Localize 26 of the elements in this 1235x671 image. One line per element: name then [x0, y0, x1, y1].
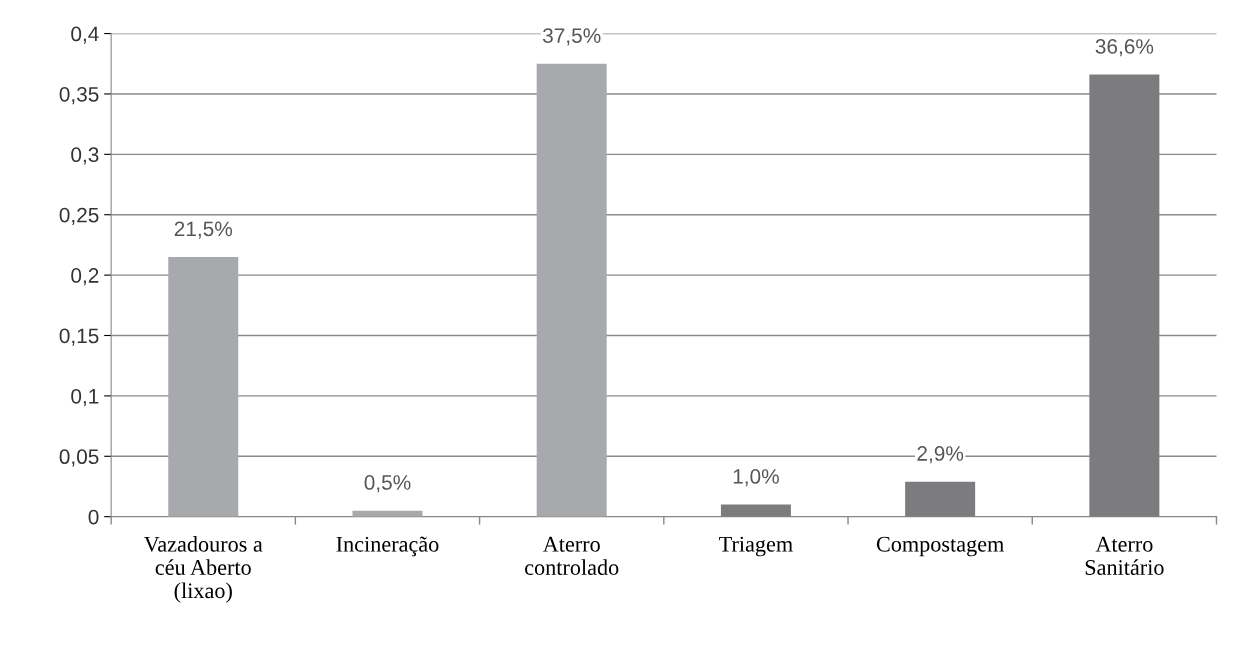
y-tick-label: 0,15 — [59, 328, 99, 346]
y-tick-label: 0,05 — [59, 449, 99, 467]
data-label: 2,9% — [917, 446, 964, 464]
x-tick-label: Compostagem — [876, 536, 1004, 557]
y-tick-label: 0,35 — [59, 86, 99, 105]
x-tick-label: Aterro Sanitário — [1085, 536, 1164, 575]
bar — [1089, 74, 1160, 517]
x-tick-label: Vazadouros a céu Aberto (lixao) — [143, 536, 263, 603]
bar — [720, 504, 791, 517]
data-label: 37,5% — [542, 28, 601, 46]
data-label: 1,0% — [733, 469, 779, 487]
y-tick-label: 0,3 — [71, 147, 99, 165]
x-tick-label: Incineração — [336, 536, 439, 557]
bar — [536, 63, 607, 517]
bar — [168, 256, 239, 517]
data-label: 21,5% — [174, 221, 233, 239]
y-tick-label: 0 — [88, 509, 99, 525]
y-tick-label: 0,4 — [71, 26, 99, 44]
y-tick-label: 0,2 — [71, 268, 99, 286]
data-label: 0,5% — [364, 475, 411, 493]
data-label: 36,6% — [1095, 39, 1154, 57]
bar — [905, 481, 976, 517]
y-tick-label: 0,1 — [71, 388, 99, 407]
x-tick-label: Aterro controlado — [525, 536, 619, 575]
x-tick-label: Triagem — [719, 536, 793, 557]
y-tick-label: 0,25 — [59, 207, 99, 225]
